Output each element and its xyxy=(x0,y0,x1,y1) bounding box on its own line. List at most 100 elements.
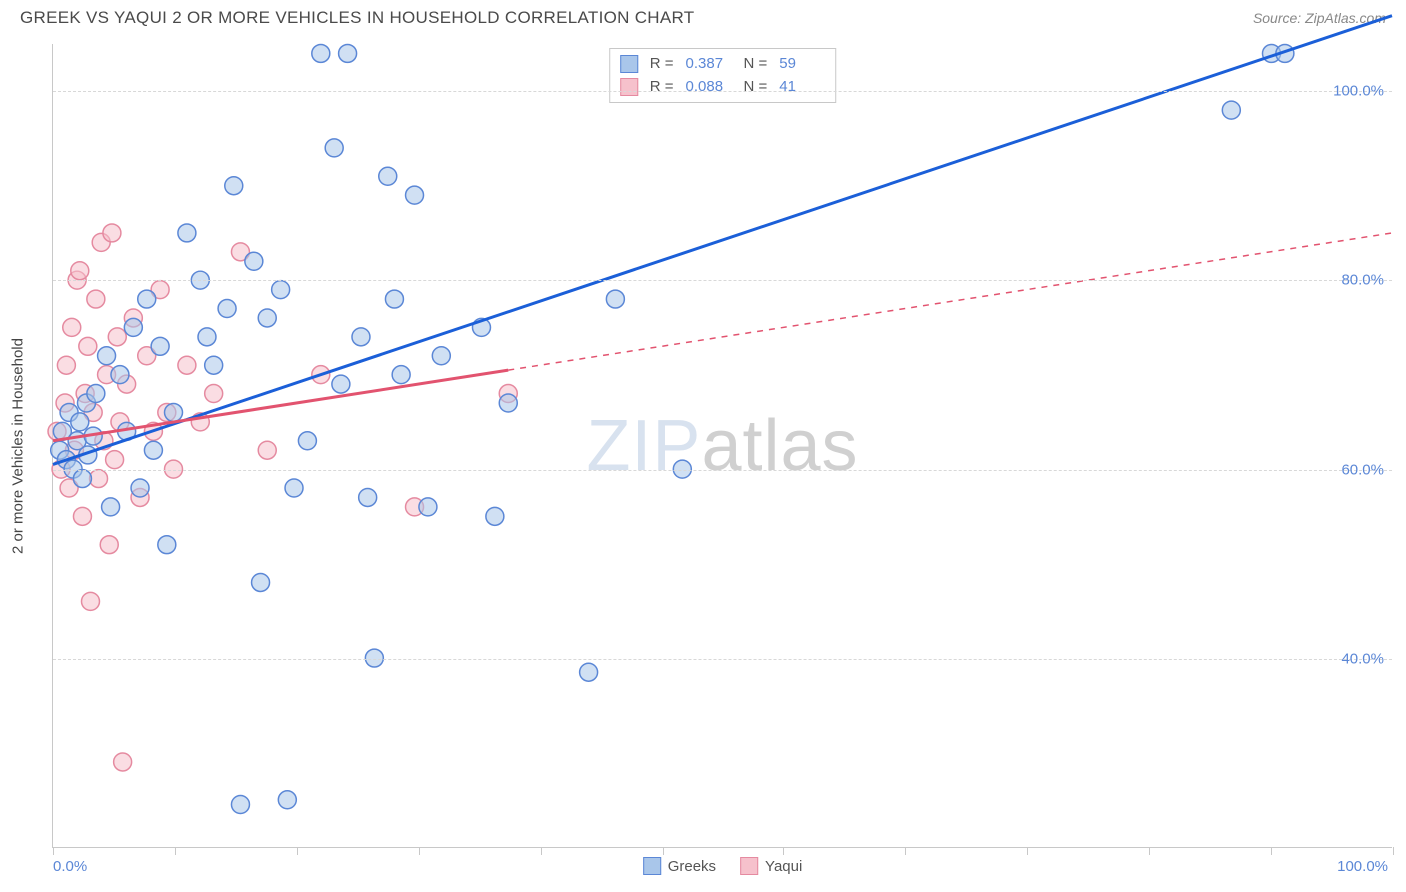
x-tick xyxy=(905,847,906,855)
r-label: R = xyxy=(650,76,674,99)
x-tick xyxy=(1149,847,1150,855)
scatter-point-greeks xyxy=(98,347,116,365)
scatter-point-greeks xyxy=(278,791,296,809)
bottom-legend: Greeks Yaqui xyxy=(643,857,803,875)
chart-plot-area: ZIPatlas R =0.387N =59R =0.088N =41 Gree… xyxy=(52,44,1392,848)
scatter-point-greeks xyxy=(325,139,343,157)
x-tick xyxy=(175,847,176,855)
scatter-point-yaqui xyxy=(71,262,89,280)
scatter-point-greeks xyxy=(359,488,377,506)
legend-label: Yaqui xyxy=(765,858,802,875)
legend-swatch xyxy=(643,857,661,875)
x-tick xyxy=(297,847,298,855)
x-tick xyxy=(419,847,420,855)
scatter-point-yaqui xyxy=(63,318,81,336)
scatter-point-greeks xyxy=(231,795,249,813)
scatter-point-greeks xyxy=(332,375,350,393)
scatter-point-greeks xyxy=(419,498,437,516)
scatter-point-greeks xyxy=(102,498,120,516)
scatter-point-greeks xyxy=(580,663,598,681)
scatter-point-yaqui xyxy=(108,328,126,346)
scatter-point-greeks xyxy=(111,366,129,384)
scatter-point-greeks xyxy=(131,479,149,497)
n-label: N = xyxy=(744,76,768,99)
scatter-point-yaqui xyxy=(103,224,121,242)
scatter-point-greeks xyxy=(158,536,176,554)
y-tick-label: 100.0% xyxy=(1333,83,1384,100)
x-tick xyxy=(1271,847,1272,855)
gridline xyxy=(53,91,1392,92)
scatter-point-greeks xyxy=(218,300,236,318)
n-value: 41 xyxy=(779,76,825,99)
n-value: 59 xyxy=(779,53,825,76)
gridline xyxy=(53,470,1392,471)
scatter-point-greeks xyxy=(178,224,196,242)
scatter-point-greeks xyxy=(339,44,357,62)
scatter-point-greeks xyxy=(144,441,162,459)
scatter-point-greeks xyxy=(385,290,403,308)
scatter-point-greeks xyxy=(151,337,169,355)
scatter-point-yaqui xyxy=(205,385,223,403)
gridline xyxy=(53,659,1392,660)
scatter-point-yaqui xyxy=(73,507,91,525)
scatter-point-greeks xyxy=(138,290,156,308)
scatter-point-greeks xyxy=(285,479,303,497)
scatter-point-yaqui xyxy=(178,356,196,374)
scatter-point-yaqui xyxy=(114,753,132,771)
scatter-point-greeks xyxy=(245,252,263,270)
r-label: R = xyxy=(650,53,674,76)
legend-swatch xyxy=(620,55,638,73)
scatter-point-greeks xyxy=(486,507,504,525)
scatter-point-greeks xyxy=(312,44,330,62)
scatter-point-greeks xyxy=(198,328,216,346)
scatter-point-yaqui xyxy=(81,592,99,610)
stats-row-yaqui: R = 0.088 N = 41 xyxy=(620,76,826,99)
legend-label: Greeks xyxy=(668,858,716,875)
chart-title: GREEK VS YAQUI 2 OR MORE VEHICLES IN HOU… xyxy=(20,8,694,28)
scatter-point-greeks xyxy=(392,366,410,384)
x-tick xyxy=(541,847,542,855)
scatter-point-greeks xyxy=(406,186,424,204)
scatter-point-yaqui xyxy=(90,470,108,488)
x-tick-label: 0.0% xyxy=(53,858,87,875)
r-value: 0.387 xyxy=(686,53,732,76)
scatter-point-yaqui xyxy=(258,441,276,459)
legend-item-greeks: Greeks xyxy=(643,857,716,875)
scatter-point-greeks xyxy=(606,290,624,308)
y-tick-label: 60.0% xyxy=(1341,461,1384,478)
scatter-point-greeks xyxy=(205,356,223,374)
scatter-point-yaqui xyxy=(87,290,105,308)
scatter-point-greeks xyxy=(499,394,517,412)
stats-row-greeks: R = 0.387 N = 59 xyxy=(620,53,826,76)
scatter-point-yaqui xyxy=(57,356,75,374)
legend-swatch xyxy=(620,78,638,96)
y-tick-label: 80.0% xyxy=(1341,272,1384,289)
x-tick xyxy=(1027,847,1028,855)
trend-line-yaqui-extrapolated xyxy=(508,233,1392,370)
x-tick-label: 100.0% xyxy=(1337,858,1388,875)
y-axis-title: 2 or more Vehicles in Household xyxy=(10,338,27,554)
y-tick-label: 40.0% xyxy=(1341,650,1384,667)
chart-header: GREEK VS YAQUI 2 OR MORE VEHICLES IN HOU… xyxy=(0,0,1406,32)
scatter-point-greeks xyxy=(298,432,316,450)
x-tick xyxy=(783,847,784,855)
scatter-point-greeks xyxy=(379,167,397,185)
scatter-point-greeks xyxy=(165,403,183,421)
x-tick xyxy=(53,847,54,855)
n-label: N = xyxy=(744,53,768,76)
scatter-point-greeks xyxy=(432,347,450,365)
scatter-point-greeks xyxy=(124,318,142,336)
scatter-point-greeks xyxy=(252,573,270,591)
x-tick xyxy=(1393,847,1394,855)
legend-item-yaqui: Yaqui xyxy=(740,857,802,875)
scatter-point-greeks xyxy=(225,177,243,195)
r-value: 0.088 xyxy=(686,76,732,99)
scatter-point-greeks xyxy=(352,328,370,346)
scatter-svg xyxy=(53,44,1392,847)
scatter-point-greeks xyxy=(272,281,290,299)
gridline xyxy=(53,280,1392,281)
scatter-point-greeks xyxy=(87,385,105,403)
scatter-point-yaqui xyxy=(79,337,97,355)
scatter-point-yaqui xyxy=(106,451,124,469)
scatter-point-greeks xyxy=(71,413,89,431)
